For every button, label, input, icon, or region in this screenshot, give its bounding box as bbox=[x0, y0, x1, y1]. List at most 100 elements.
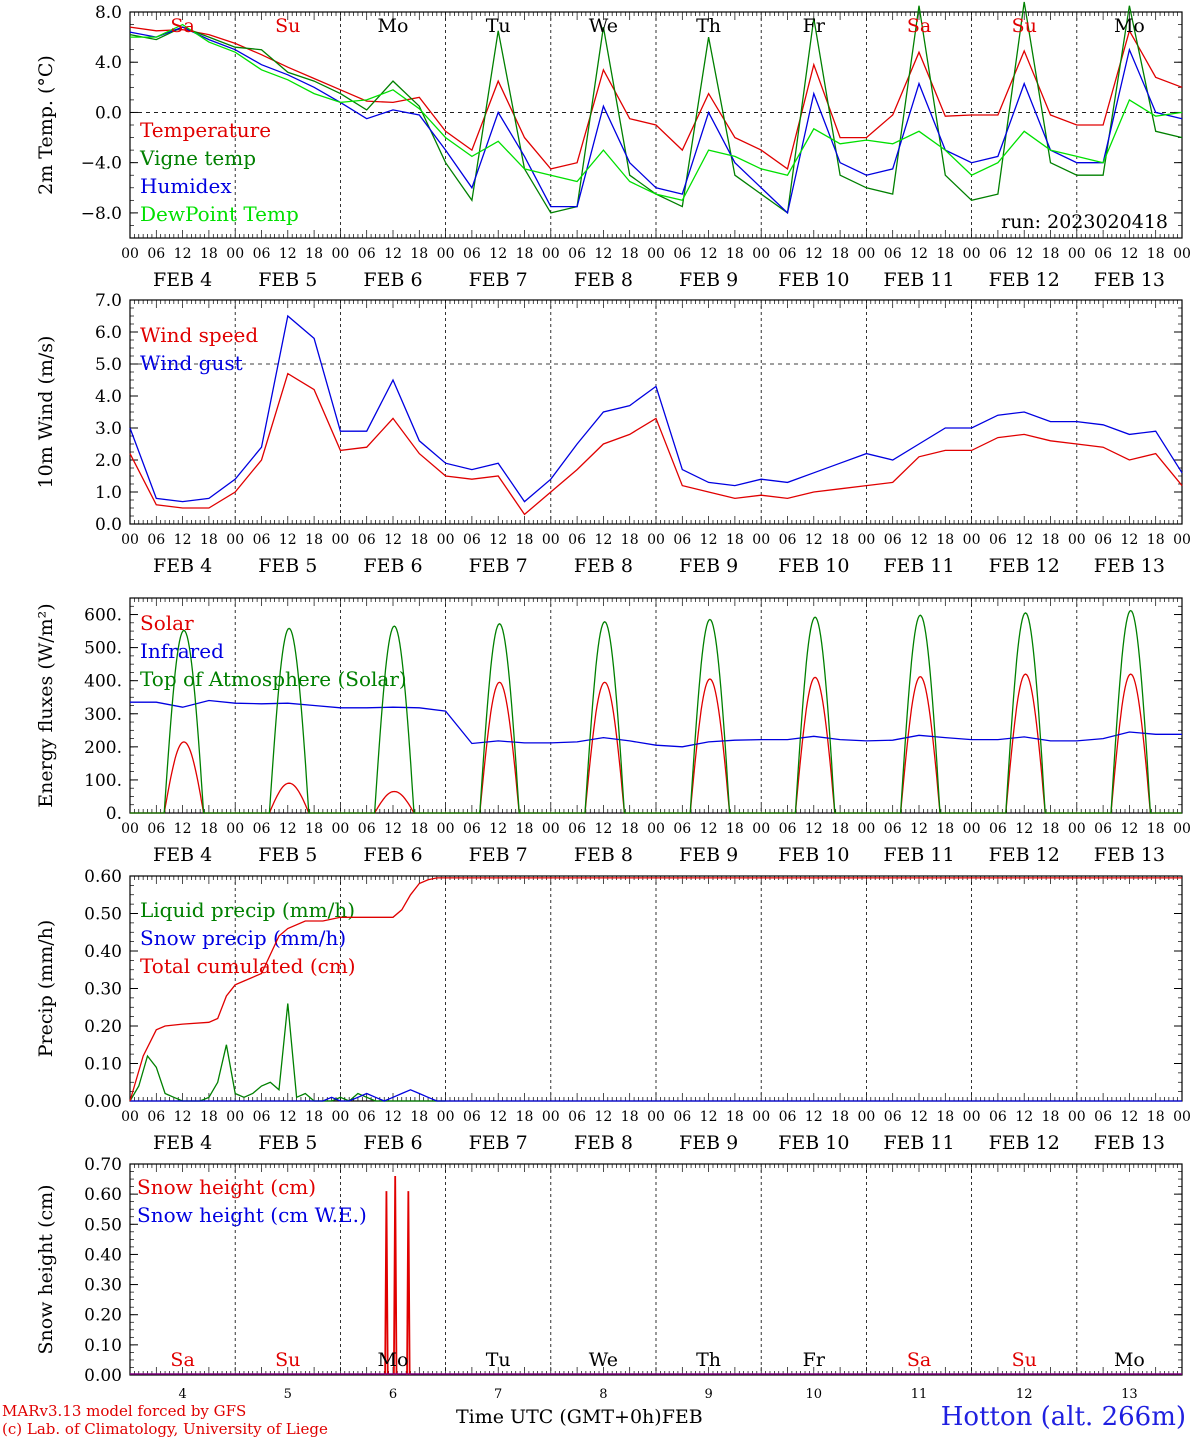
hour-tick-label: 06 bbox=[147, 532, 165, 548]
hour-tick-label: 06 bbox=[463, 821, 481, 837]
day-label: FEB 11 bbox=[883, 844, 954, 866]
weekday-label: Sa bbox=[907, 1349, 931, 1371]
series-line bbox=[1076, 609, 1182, 814]
weekday-label: Fr bbox=[803, 1349, 826, 1371]
y-tick-label: 200. bbox=[84, 738, 122, 758]
hour-tick-label: 18 bbox=[305, 246, 323, 262]
hour-tick-label: 18 bbox=[1147, 246, 1165, 262]
y-tick-label: 0.70 bbox=[84, 1155, 122, 1175]
weekday-label: Su bbox=[275, 1349, 300, 1371]
day-label: FEB 5 bbox=[258, 1132, 317, 1154]
hour-tick-label: 06 bbox=[989, 821, 1007, 837]
hour-tick-label: 12 bbox=[700, 821, 718, 837]
day-label: FEB 8 bbox=[574, 844, 633, 866]
day-label: FEB 11 bbox=[883, 1132, 954, 1154]
hour-tick-label: 00 bbox=[121, 821, 139, 837]
hour-tick-label: 12 bbox=[1120, 246, 1138, 262]
hour-tick-label: 12 bbox=[805, 1109, 823, 1125]
day-label: FEB 12 bbox=[989, 269, 1060, 291]
weekday-label: Mo bbox=[378, 15, 409, 37]
series-line bbox=[971, 673, 1077, 814]
weekday-label: Su bbox=[1012, 1349, 1037, 1371]
series-line bbox=[130, 699, 1182, 748]
hour-tick-label: 06 bbox=[884, 821, 902, 837]
hour-tick-label: 12 bbox=[594, 532, 612, 548]
y-tick-label: −4.0 bbox=[81, 154, 122, 174]
weekday-label: Mo bbox=[1114, 15, 1145, 37]
y-tick-label: 0.60 bbox=[84, 867, 122, 887]
hour-tick-label: 00 bbox=[647, 532, 665, 548]
hour-tick-label: 06 bbox=[463, 246, 481, 262]
hour-tick-label: 12 bbox=[279, 821, 297, 837]
hour-tick-label: 00 bbox=[542, 821, 560, 837]
legend-entry: Wind speed bbox=[140, 323, 258, 347]
hour-tick-label: 00 bbox=[437, 246, 455, 262]
day-label: FEB 5 bbox=[258, 555, 317, 577]
hour-tick-label: 12 bbox=[1120, 1109, 1138, 1125]
hour-tick-label: 12 bbox=[910, 532, 928, 548]
day-number-label: 13 bbox=[1121, 1387, 1138, 1402]
day-label: FEB 9 bbox=[679, 844, 738, 866]
hour-tick-label: 06 bbox=[989, 246, 1007, 262]
hour-tick-label: 12 bbox=[700, 246, 718, 262]
series-line bbox=[1076, 673, 1182, 814]
day-label: FEB 11 bbox=[883, 269, 954, 291]
hour-tick-label: 00 bbox=[542, 532, 560, 548]
hour-tick-label: 06 bbox=[568, 532, 586, 548]
day-label: FEB 10 bbox=[778, 844, 849, 866]
time-axis-label-text: Time UTC (GMT+0h) bbox=[456, 1406, 662, 1428]
day-label: FEB 4 bbox=[153, 555, 212, 577]
hour-tick-label: 12 bbox=[174, 246, 192, 262]
day-number-label: 11 bbox=[911, 1387, 928, 1402]
legend-entry: Snow height (cm) bbox=[137, 1175, 316, 1199]
series-spike bbox=[392, 1176, 398, 1376]
hour-tick-label: 06 bbox=[568, 1109, 586, 1125]
hour-tick-label: 06 bbox=[1094, 821, 1112, 837]
hour-tick-label: 00 bbox=[331, 246, 349, 262]
hour-tick-label: 00 bbox=[1173, 246, 1191, 262]
series-line bbox=[129, 26, 1183, 215]
y-tick-label: 600. bbox=[84, 606, 122, 626]
weekday-label: We bbox=[589, 15, 618, 37]
hour-tick-label: 00 bbox=[1173, 821, 1191, 837]
footer-credit-line2: (c) Lab. of Climatology, University of L… bbox=[2, 1420, 328, 1438]
hour-tick-label: 06 bbox=[779, 246, 797, 262]
hour-tick-label: 00 bbox=[331, 532, 349, 548]
series-spike bbox=[384, 1191, 389, 1376]
day-label: FEB 10 bbox=[778, 269, 849, 291]
series-spike bbox=[406, 1191, 411, 1376]
hour-tick-label: 12 bbox=[174, 532, 192, 548]
hour-tick-label: 06 bbox=[147, 821, 165, 837]
day-label: FEB 5 bbox=[258, 269, 317, 291]
hour-tick-label: 06 bbox=[989, 1109, 1007, 1125]
series-line bbox=[866, 614, 972, 814]
hour-tick-label: 00 bbox=[963, 532, 981, 548]
weekday-label: Fr bbox=[803, 15, 826, 37]
y-tick-label: 400. bbox=[84, 672, 122, 692]
y-tick-label: 0.20 bbox=[84, 1017, 122, 1037]
hour-tick-label: 00 bbox=[1068, 532, 1086, 548]
y-tick-label: 0.00 bbox=[84, 1366, 122, 1386]
day-label: FEB 8 bbox=[574, 269, 633, 291]
day-label: FEB 10 bbox=[778, 1132, 849, 1154]
hour-tick-label: 06 bbox=[1094, 1109, 1112, 1125]
legend-entry: Infrared bbox=[140, 639, 224, 663]
y-axis-label: Snow height (cm) bbox=[35, 1184, 57, 1354]
hour-tick-label: 18 bbox=[726, 532, 744, 548]
time-axis-label-month: FEB bbox=[661, 1406, 703, 1428]
hour-tick-label: 18 bbox=[621, 1109, 639, 1125]
y-tick-label: 0.00 bbox=[84, 1092, 122, 1112]
day-label: FEB 7 bbox=[469, 844, 528, 866]
legend-entry: Vigne temp bbox=[139, 146, 256, 170]
y-tick-label: 0.0 bbox=[95, 103, 122, 123]
hour-tick-label: 06 bbox=[779, 1109, 797, 1125]
series-line bbox=[130, 629, 236, 814]
y-tick-label: 4.0 bbox=[95, 53, 122, 73]
hour-tick-label: 00 bbox=[226, 532, 244, 548]
hour-tick-label: 00 bbox=[331, 1109, 349, 1125]
hour-tick-label: 18 bbox=[1147, 1109, 1165, 1125]
hour-tick-label: 12 bbox=[910, 821, 928, 837]
hour-tick-label: 06 bbox=[147, 246, 165, 262]
hour-tick-label: 18 bbox=[621, 532, 639, 548]
hour-tick-label: 00 bbox=[752, 821, 770, 837]
